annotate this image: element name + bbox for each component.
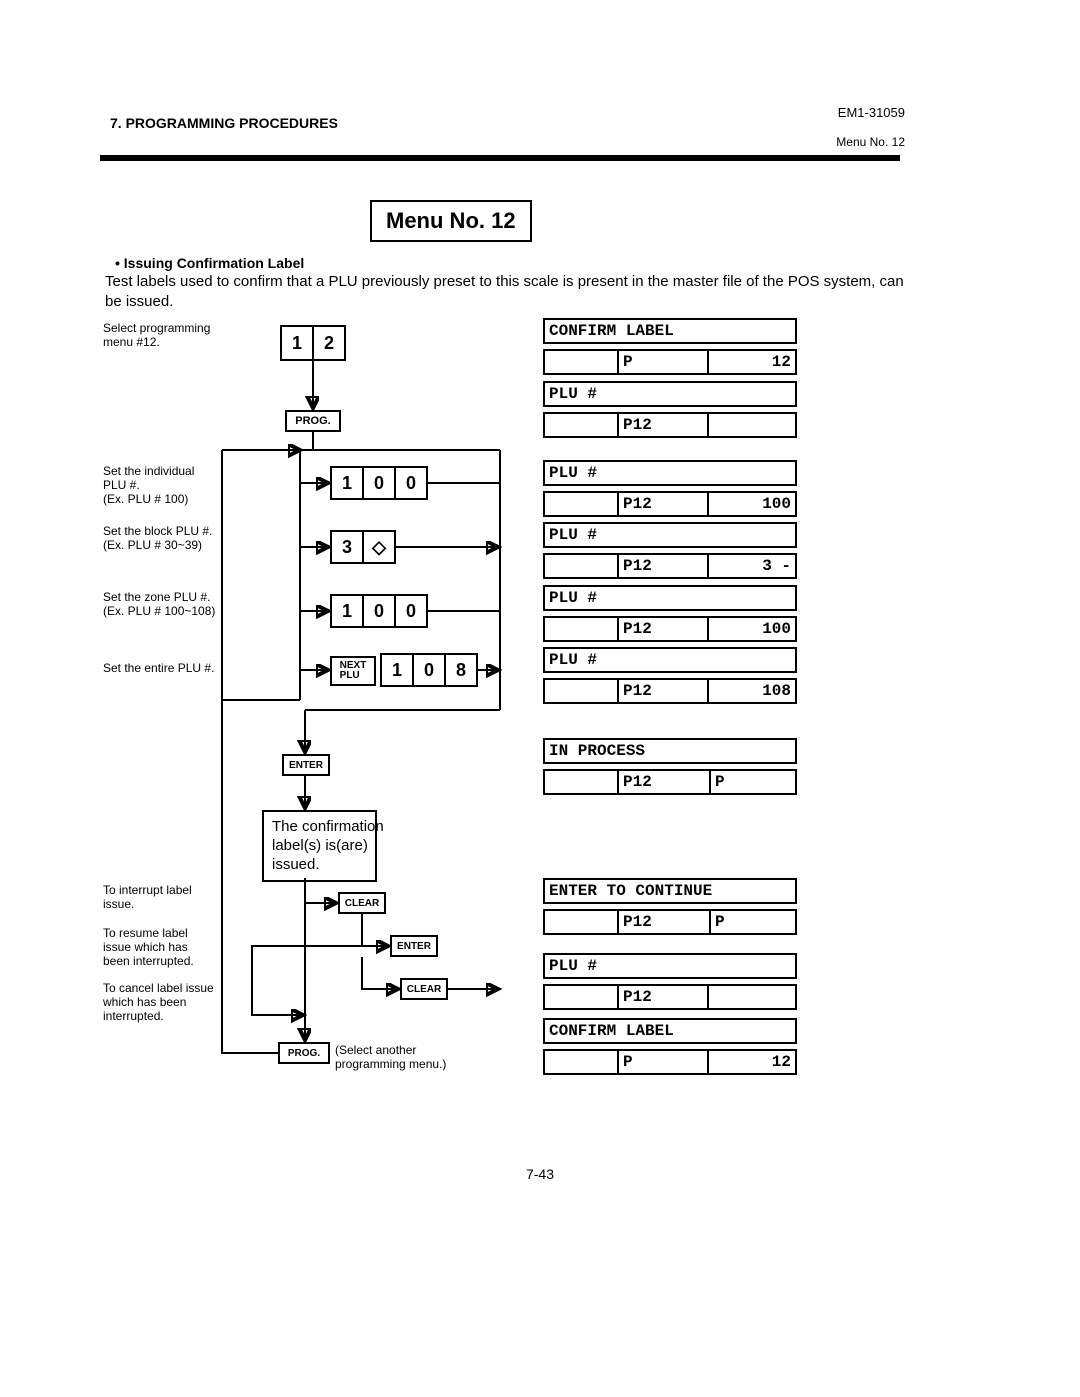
disp-r2-trail <box>709 412 797 438</box>
label-set-indiv: Set the individual PLU #. (Ex. PLU # 100… <box>103 465 194 506</box>
label-set-block: Set the block PLU #. (Ex. PLU # 30~39) <box>103 525 212 553</box>
disp-r6-lead <box>543 678 617 704</box>
label-set-zone: Set the zone PLU #. (Ex. PLU # 100~108) <box>103 591 215 619</box>
key-digit-0-c1: 0 <box>362 594 396 628</box>
key-diamond: ◇ <box>362 530 396 564</box>
section-heading: 7. PROGRAMMING PROCEDURES <box>110 115 338 131</box>
bullet-heading: • Issuing Confirmation Label <box>115 255 304 271</box>
key-prog-2: PROG. <box>278 1042 330 1064</box>
header-rule <box>100 155 900 161</box>
disp-r3-mid: P12 <box>617 491 709 517</box>
key-digit-8: 8 <box>444 653 478 687</box>
disp-r9-mid: P12 <box>617 984 709 1010</box>
disp-r7-mid: P12 <box>617 769 709 795</box>
disp-r5-lead <box>543 616 617 642</box>
disp-r3-trail: 100 <box>709 491 797 517</box>
disp-r10-lead <box>543 1049 617 1075</box>
confirmation-box: The confirmation label(s) is(are) issued… <box>262 810 377 882</box>
disp-r3-top: PLU # <box>543 460 797 486</box>
disp-r6-mid: P12 <box>617 678 709 704</box>
label-cancel: To cancel label issue which has been int… <box>103 982 214 1023</box>
disp-r8-lead <box>543 909 617 935</box>
intro-text: Test labels used to confirm that a PLU p… <box>105 272 905 311</box>
disp-r7-lead <box>543 769 617 795</box>
key-digit-0-d: 0 <box>412 653 446 687</box>
key-digit-0-c2: 0 <box>394 594 428 628</box>
disp-r6-trail: 108 <box>709 678 797 704</box>
menu-ref: Menu No. 12 <box>836 135 905 149</box>
disp-r7-trail: P <box>709 769 797 795</box>
label-set-entire: Set the entire PLU #. <box>103 662 214 676</box>
key-next-plu: NEXT PLU <box>330 656 376 686</box>
disp-r2-lead <box>543 412 617 438</box>
key-digit-0-b1: 0 <box>362 466 396 500</box>
disp-r4-lead <box>543 553 617 579</box>
disp-r5-trail: 100 <box>709 616 797 642</box>
disp-r9-top: PLU # <box>543 953 797 979</box>
disp-r2-top: PLU # <box>543 381 797 407</box>
flow-lines <box>0 0 1080 1397</box>
disp-r1-top: CONFIRM LABEL <box>543 318 797 344</box>
key-prog-1: PROG. <box>285 410 341 432</box>
disp-r10-trail: 12 <box>709 1049 797 1075</box>
disp-r7-top: IN PROCESS <box>543 738 797 764</box>
disp-r8-top: ENTER TO CONTINUE <box>543 878 797 904</box>
disp-r9-lead <box>543 984 617 1010</box>
key-digit-3: 3 <box>330 530 364 564</box>
page: 7. PROGRAMMING PROCEDURES EM1-31059 Menu… <box>0 0 1080 1397</box>
disp-r6-top: PLU # <box>543 647 797 673</box>
disp-r4-trail: 3 - <box>709 553 797 579</box>
disp-r1-mid: P <box>617 349 709 375</box>
label-select-other: (Select another programming menu.) <box>335 1044 446 1072</box>
key-digit-2: 2 <box>312 325 346 361</box>
key-digit-1-c: 1 <box>330 594 364 628</box>
label-resume: To resume label issue which has been int… <box>103 927 194 968</box>
disp-r10-mid: P <box>617 1049 709 1075</box>
disp-r1-lead <box>543 349 617 375</box>
page-number: 7-43 <box>0 1166 1080 1182</box>
disp-r10-top: CONFIRM LABEL <box>543 1018 797 1044</box>
disp-r4-mid: P12 <box>617 553 709 579</box>
key-digit-1-a: 1 <box>280 325 314 361</box>
key-digit-1-b: 1 <box>330 466 364 500</box>
label-select-prog: Select programming menu #12. <box>103 322 210 350</box>
key-enter-1: ENTER <box>282 754 330 776</box>
label-interrupt: To interrupt label issue. <box>103 884 192 912</box>
disp-r9-trail <box>709 984 797 1010</box>
disp-r5-top: PLU # <box>543 585 797 611</box>
disp-r8-trail: P <box>709 909 797 935</box>
disp-r1-trail: 12 <box>709 349 797 375</box>
key-enter-2: ENTER <box>390 935 438 957</box>
disp-r2-mid: P12 <box>617 412 709 438</box>
key-digit-1-d: 1 <box>380 653 414 687</box>
key-digit-0-b2: 0 <box>394 466 428 500</box>
doc-code: EM1-31059 <box>838 105 905 120</box>
disp-r3-lead <box>543 491 617 517</box>
disp-r4-top: PLU # <box>543 522 797 548</box>
key-clear-2: CLEAR <box>400 978 448 1000</box>
key-clear-1: CLEAR <box>338 892 386 914</box>
disp-r8-mid: P12 <box>617 909 709 935</box>
menu-title-box: Menu No. 12 <box>370 200 532 242</box>
disp-r5-mid: P12 <box>617 616 709 642</box>
